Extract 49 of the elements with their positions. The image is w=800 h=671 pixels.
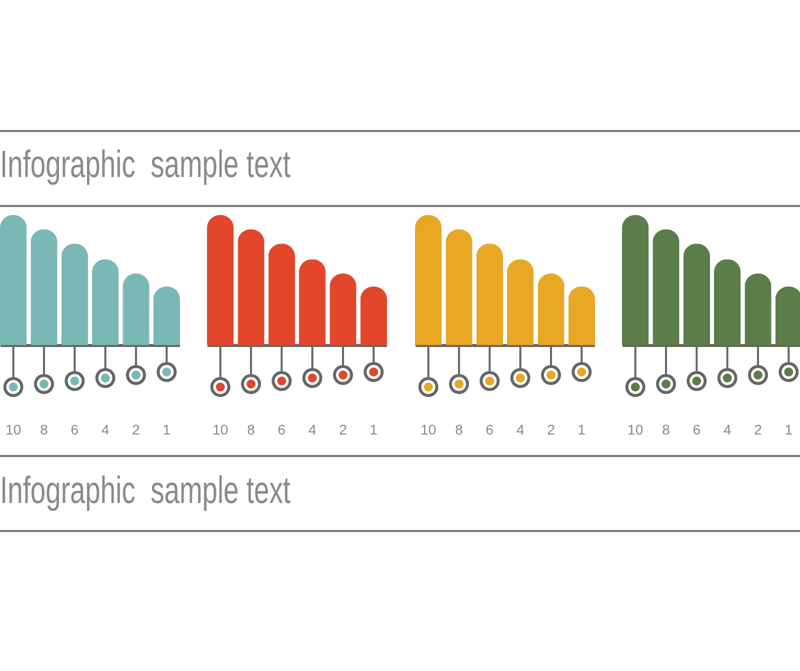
x-tick-label: 4 bbox=[101, 422, 110, 438]
bar bbox=[61, 244, 88, 345]
x-tick-label: 1 bbox=[370, 422, 378, 438]
x-tick-label: 1 bbox=[162, 422, 171, 438]
x-tick-label: 1 bbox=[784, 422, 793, 438]
bar bbox=[538, 274, 564, 345]
x-tick-label: 10 bbox=[212, 422, 228, 438]
x-tick-label: 6 bbox=[692, 422, 701, 438]
bar bbox=[122, 274, 150, 345]
bar bbox=[622, 215, 649, 345]
bar bbox=[153, 286, 180, 345]
x-tick-label: 6 bbox=[278, 422, 286, 438]
x-tick-label: 8 bbox=[247, 422, 256, 438]
bar bbox=[568, 286, 595, 345]
chart-title: Infographic sample text bbox=[0, 144, 290, 186]
x-tick-label: 8 bbox=[40, 422, 48, 438]
bar bbox=[30, 229, 58, 345]
bar bbox=[268, 244, 296, 345]
bar bbox=[652, 229, 680, 345]
bar bbox=[360, 286, 387, 345]
x-tick-label: 4 bbox=[308, 422, 316, 438]
bar bbox=[683, 244, 710, 345]
x-tick-label: 4 bbox=[723, 422, 732, 438]
bar bbox=[446, 229, 472, 345]
x-tick-label: 2 bbox=[547, 422, 556, 438]
x-tick-label: 8 bbox=[455, 422, 464, 438]
bar bbox=[0, 215, 27, 345]
x-tick-label: 6 bbox=[70, 422, 79, 438]
x-tick-label: 10 bbox=[420, 422, 436, 438]
bar bbox=[298, 259, 326, 345]
x-tick-label: 10 bbox=[628, 422, 644, 438]
bar bbox=[238, 229, 264, 345]
bar bbox=[207, 215, 234, 345]
x-tick-label: 2 bbox=[754, 422, 762, 438]
x-tick-label: 4 bbox=[516, 422, 524, 438]
x-tick-label: 8 bbox=[662, 422, 670, 438]
x-tick-label: 6 bbox=[486, 422, 494, 438]
bar bbox=[714, 259, 741, 345]
x-tick-label: 10 bbox=[6, 422, 22, 438]
bar bbox=[415, 215, 442, 345]
bar bbox=[92, 259, 119, 345]
x-tick-label: 2 bbox=[339, 422, 348, 438]
x-tick-label: 2 bbox=[132, 422, 140, 438]
bar bbox=[330, 274, 356, 345]
text: Infographic sample text bbox=[0, 470, 290, 512]
bar bbox=[744, 274, 772, 345]
bar bbox=[476, 244, 504, 345]
x-tick-label: 1 bbox=[578, 422, 586, 438]
bar bbox=[506, 259, 534, 345]
